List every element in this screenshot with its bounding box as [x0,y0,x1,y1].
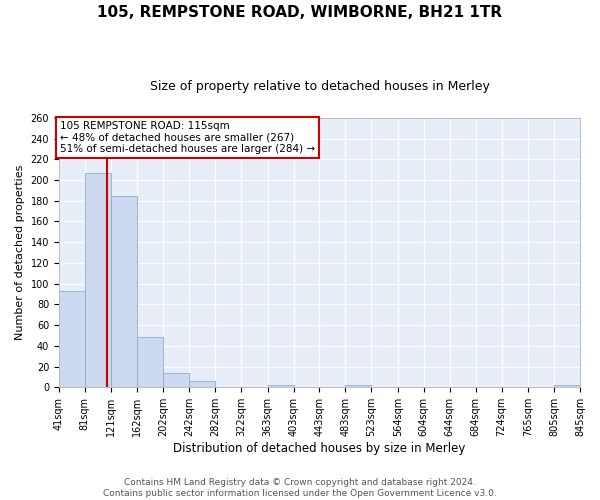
Bar [85,172,111,388]
Bar [59,291,85,388]
Text: 105 REMPSTONE ROAD: 115sqm
← 48% of detached houses are smaller (267)
51% of sem: 105 REMPSTONE ROAD: 115sqm ← 48% of deta… [60,121,316,154]
Bar [346,386,371,388]
Bar [268,386,293,388]
Bar [189,381,215,388]
X-axis label: Distribution of detached houses by size in Merley: Distribution of detached houses by size … [173,442,466,455]
Text: 105, REMPSTONE ROAD, WIMBORNE, BH21 1TR: 105, REMPSTONE ROAD, WIMBORNE, BH21 1TR [97,5,503,20]
Title: Size of property relative to detached houses in Merley: Size of property relative to detached ho… [149,80,490,93]
Bar [111,196,137,388]
Bar [137,336,163,388]
Y-axis label: Number of detached properties: Number of detached properties [15,165,25,340]
Bar [554,386,580,388]
Text: Contains HM Land Registry data © Crown copyright and database right 2024.
Contai: Contains HM Land Registry data © Crown c… [103,478,497,498]
Bar [163,373,189,388]
